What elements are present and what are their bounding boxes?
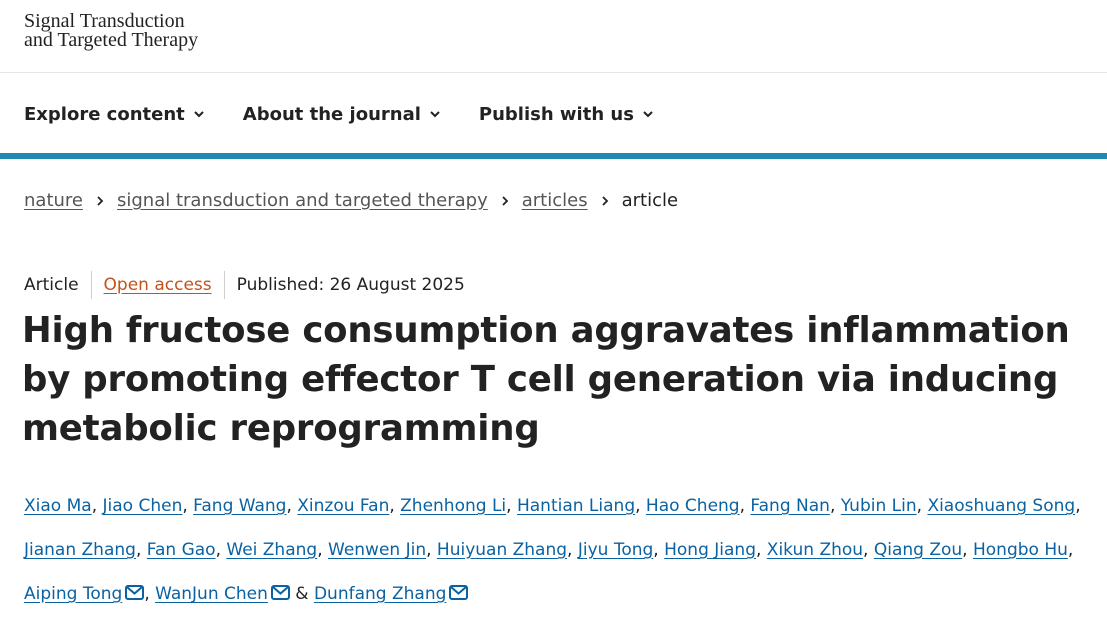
author-link[interactable]: Fan Gao bbox=[146, 540, 216, 560]
author-separator: , bbox=[144, 584, 150, 604]
journal-logo[interactable]: Signal Transduction and Targeted Therapy bbox=[24, 10, 199, 51]
author-link[interactable]: Wei Zhang bbox=[226, 540, 318, 560]
meta-divider bbox=[90, 271, 92, 299]
nav-accent-bar bbox=[0, 153, 1107, 159]
author-separator: , bbox=[829, 496, 836, 516]
author-separator: , bbox=[863, 540, 869, 560]
author-link[interactable]: Hong Jiang bbox=[664, 540, 756, 560]
author-link[interactable]: Aiping Tong bbox=[24, 584, 123, 604]
nav-item-label: About the journal bbox=[242, 103, 421, 125]
author-separator: , bbox=[215, 540, 221, 560]
envelope-icon[interactable] bbox=[449, 573, 469, 600]
chevron-down-icon bbox=[194, 111, 204, 118]
nav-about-the-journal[interactable]: About the journal bbox=[243, 104, 441, 125]
author-link[interactable]: Qiang Zou bbox=[873, 540, 963, 560]
author-separator: , bbox=[426, 540, 432, 560]
author-link[interactable]: Zhenhong Li bbox=[400, 496, 507, 516]
author-separator: , bbox=[135, 540, 142, 560]
author-link[interactable]: Xikun Zhou bbox=[766, 540, 864, 560]
main-nav: Explore content About the journal Publis… bbox=[24, 96, 692, 132]
author-separator: , bbox=[1075, 496, 1081, 516]
author-separator: , bbox=[182, 496, 188, 516]
author-separator: , bbox=[317, 540, 323, 560]
author-link[interactable]: Hao Cheng bbox=[645, 496, 740, 516]
author-separator: , bbox=[635, 496, 641, 516]
article-type: Article bbox=[24, 275, 79, 295]
journal-name-line1: Signal Transduction bbox=[24, 10, 185, 32]
nav-item-label: Publish with us bbox=[478, 103, 634, 125]
envelope-icon[interactable] bbox=[270, 573, 290, 600]
author-link[interactable]: Hongbo Hu bbox=[972, 540, 1068, 560]
author-separator: , bbox=[567, 540, 573, 560]
nav-explore-content[interactable]: Explore content bbox=[24, 104, 205, 125]
author-separator: , bbox=[962, 540, 968, 560]
breadcrumb: nature signal transduction and targeted … bbox=[24, 190, 678, 211]
author-link[interactable]: Dunfang Zhang bbox=[313, 584, 447, 604]
author-separator: , bbox=[916, 496, 923, 516]
author-separator: , bbox=[739, 496, 746, 516]
author-link[interactable]: WanJun Chen bbox=[155, 584, 268, 604]
author-link[interactable]: Huiyuan Zhang bbox=[436, 540, 568, 560]
author-separator: , bbox=[506, 496, 512, 516]
author-link[interactable]: Xiao Ma bbox=[24, 496, 92, 516]
journal-name-line2: and Targeted Therapy bbox=[24, 29, 199, 51]
chevron-right-icon bbox=[502, 195, 509, 206]
author-link[interactable]: Jiyu Tong bbox=[577, 540, 654, 560]
envelope-icon[interactable] bbox=[125, 573, 145, 600]
breadcrumb-nature[interactable]: nature bbox=[24, 190, 83, 211]
meta-divider bbox=[223, 271, 225, 299]
breadcrumb-articles[interactable]: articles bbox=[521, 190, 588, 211]
author-link[interactable]: Xiaoshuang Song bbox=[927, 496, 1076, 516]
author-separator: , bbox=[653, 540, 659, 560]
author-link[interactable]: Xinzou Fan bbox=[297, 496, 390, 516]
header-divider bbox=[0, 72, 1107, 73]
author-separator: , bbox=[91, 496, 98, 516]
chevron-right-icon bbox=[97, 195, 104, 206]
author-list: Xiao Ma, Jiao Chen, Fang Wang, Xinzou Fa… bbox=[24, 484, 1099, 616]
author-link[interactable]: Jiao Chen bbox=[102, 496, 183, 516]
nav-publish-with-us[interactable]: Publish with us bbox=[479, 104, 654, 125]
nav-item-label: Explore content bbox=[24, 103, 185, 125]
author-separator: , bbox=[1067, 540, 1074, 560]
published-date: Published: 26 August 2025 bbox=[236, 275, 465, 295]
author-link[interactable]: Jianan Zhang bbox=[24, 540, 136, 560]
breadcrumb-current: article bbox=[621, 190, 679, 211]
author-separator: & bbox=[295, 584, 309, 604]
author-link[interactable]: Wenwen Jin bbox=[328, 540, 427, 560]
author-link[interactable]: Fang Nan bbox=[750, 496, 830, 516]
open-access-link[interactable]: Open access bbox=[103, 275, 212, 295]
article-meta: Article Open access Published: 26 August… bbox=[24, 271, 465, 299]
article-title: High fructose consumption aggravates inf… bbox=[22, 310, 1070, 449]
author-separator: , bbox=[389, 496, 395, 516]
author-link[interactable]: Yubin Lin bbox=[840, 496, 917, 516]
breadcrumb-journal[interactable]: signal transduction and targeted therapy bbox=[116, 190, 488, 211]
chevron-down-icon bbox=[643, 111, 653, 118]
chevron-right-icon bbox=[601, 195, 608, 206]
author-separator: , bbox=[286, 496, 292, 516]
author-link[interactable]: Fang Wang bbox=[193, 496, 287, 516]
author-separator: , bbox=[755, 540, 762, 560]
author-link[interactable]: Hantian Liang bbox=[516, 496, 636, 516]
chevron-down-icon bbox=[430, 111, 440, 118]
